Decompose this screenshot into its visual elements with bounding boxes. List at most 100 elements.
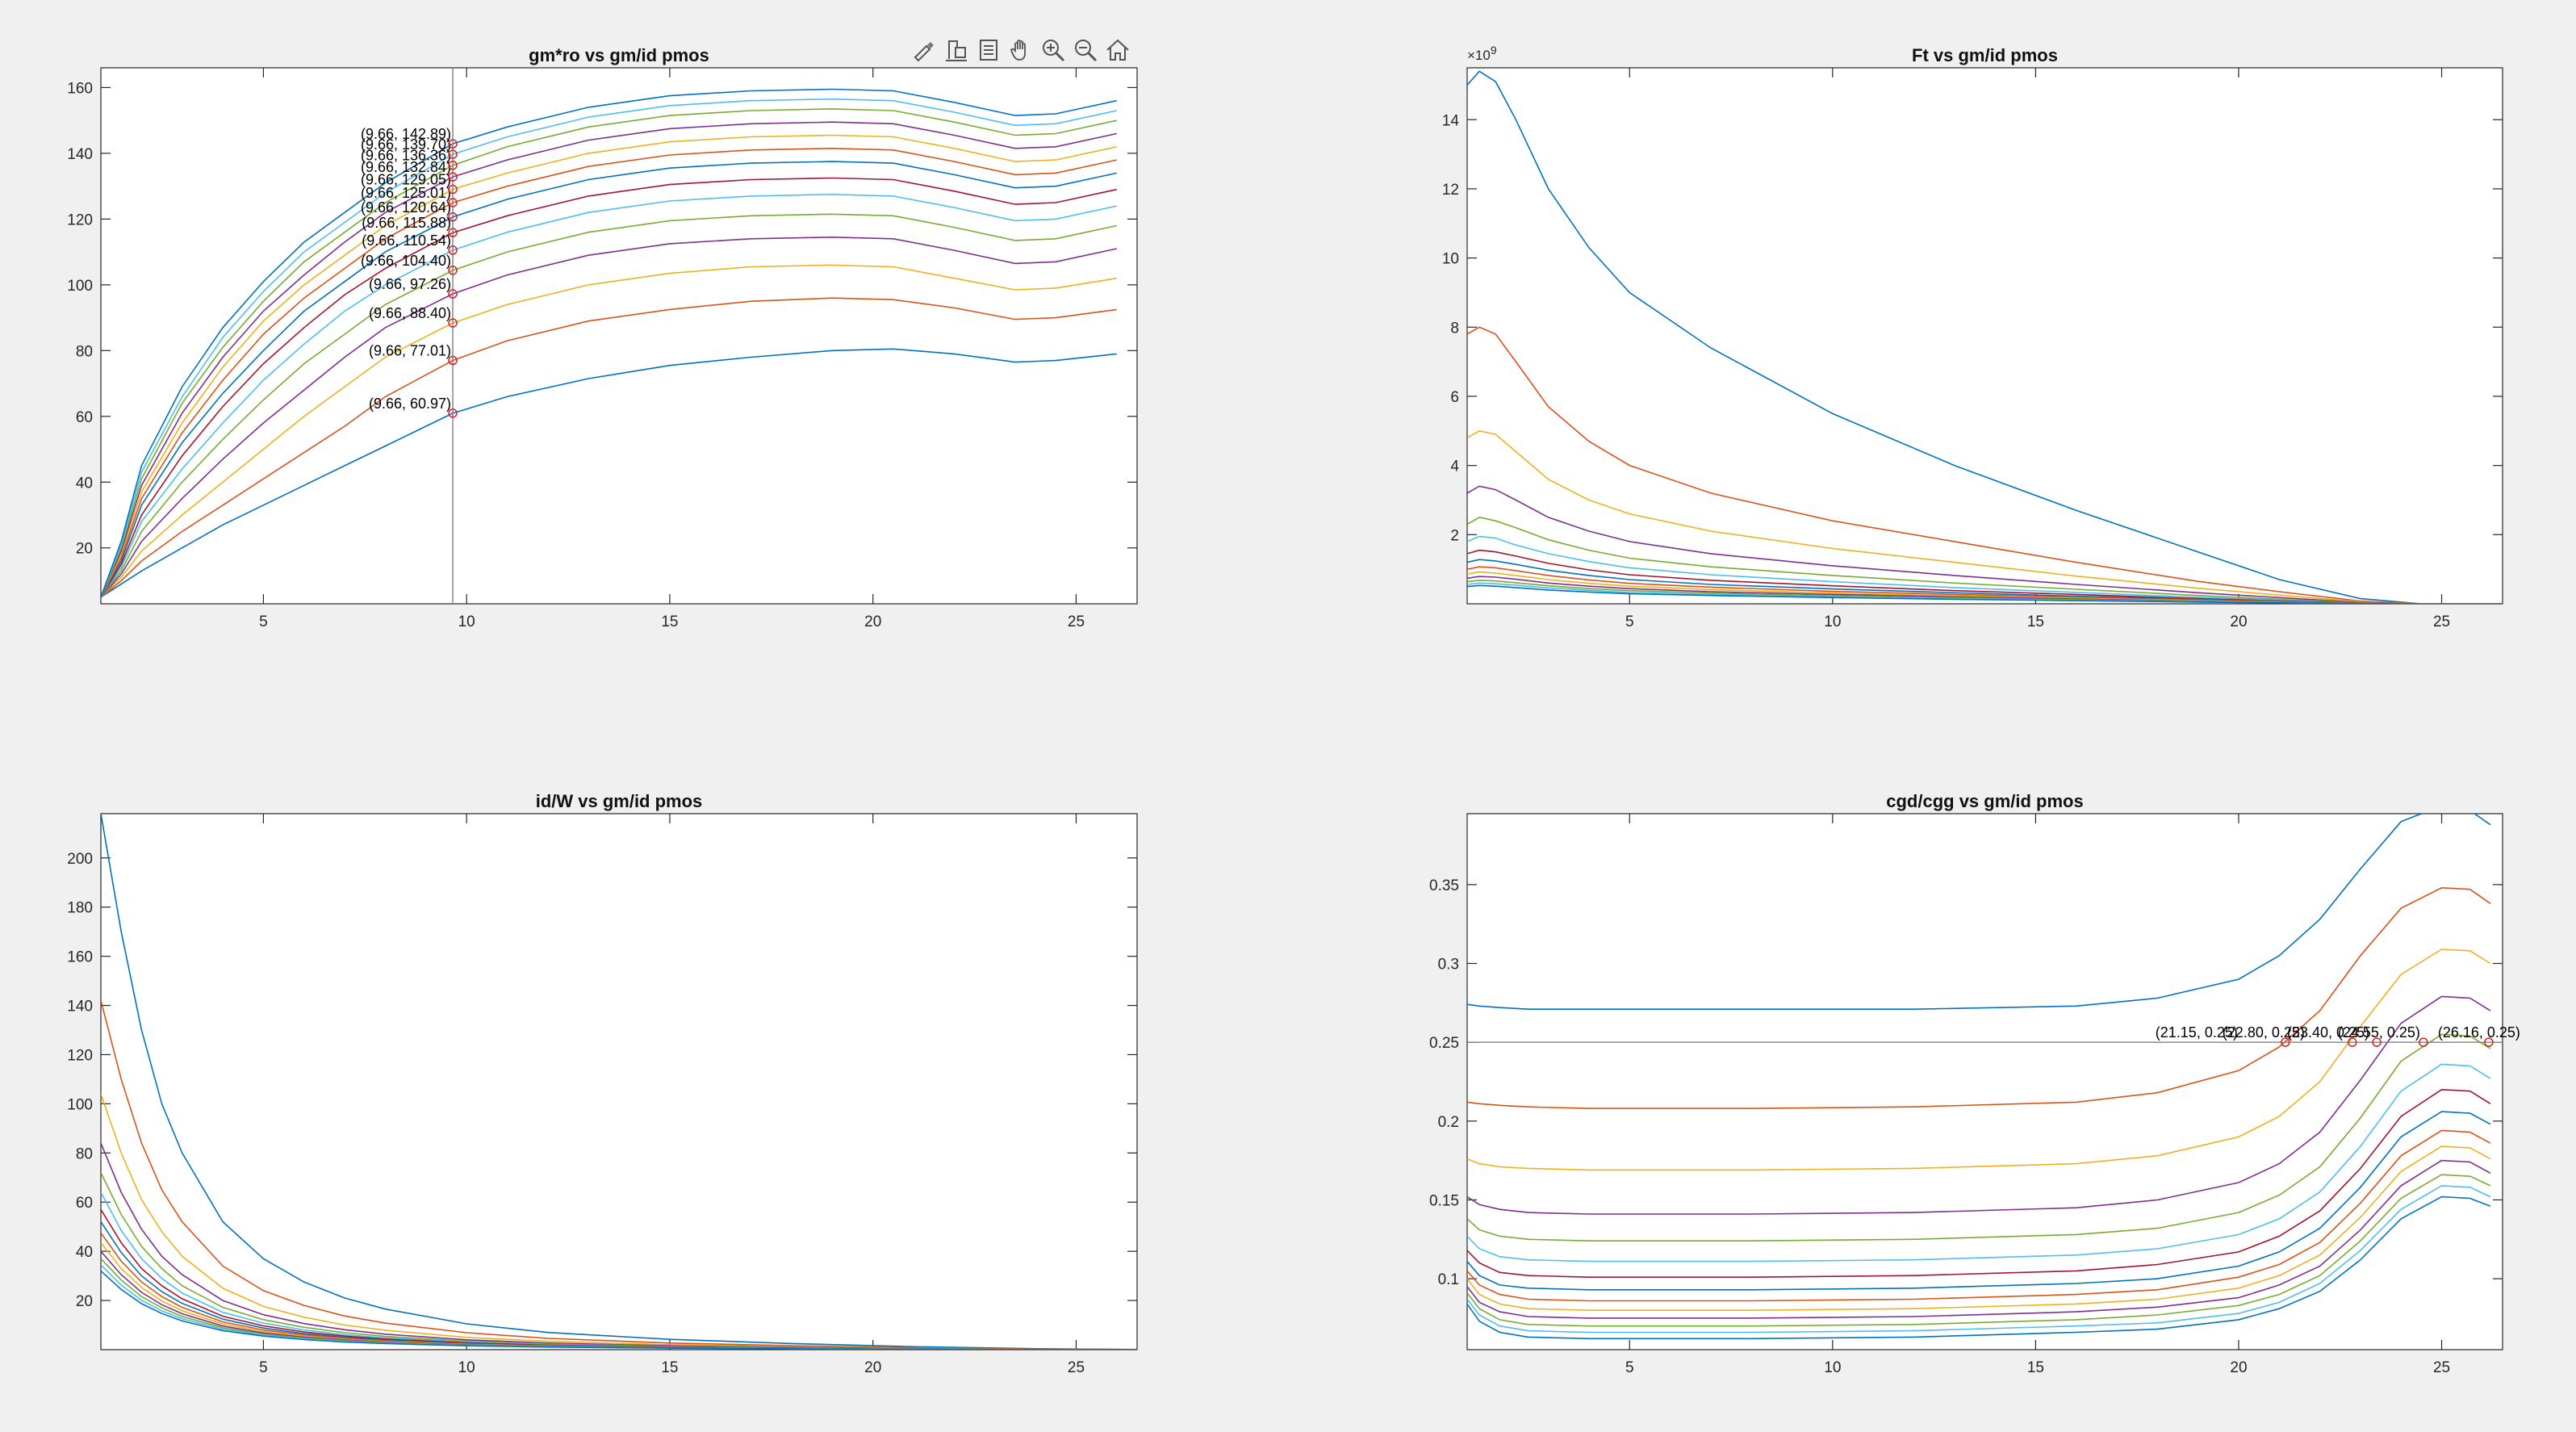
series-line bbox=[101, 213, 1117, 598]
y-tick-label: 100 bbox=[67, 278, 93, 295]
y-tick-label: 40 bbox=[76, 1244, 93, 1261]
datatip-marker bbox=[448, 408, 458, 418]
axes-idw[interactable]: id/W vs gm/id pmos 5 10 15 20 25 20 40 60 80 100 12… bbox=[67, 791, 1138, 1376]
datatip-label: (9.66, 115.88) bbox=[362, 215, 451, 231]
x-tick-label: 25 bbox=[1068, 1359, 1085, 1376]
datatip-marker bbox=[448, 149, 458, 159]
y-tick-label: 0.2 bbox=[1438, 1114, 1459, 1131]
y-tick-label: 10 bbox=[1442, 251, 1459, 268]
y-tick-label: 160 bbox=[67, 80, 93, 97]
y-tick-label: 6 bbox=[1450, 389, 1459, 406]
chart-title: cgd/cgg vs gm/id pmos bbox=[1886, 791, 2083, 811]
chart-title: id/W vs gm/id pmos bbox=[536, 791, 703, 811]
datatip-marker bbox=[448, 228, 458, 237]
datatip-marker bbox=[448, 212, 458, 222]
series-line bbox=[1467, 517, 2503, 604]
y-tick-label: 0.1 bbox=[1438, 1271, 1459, 1288]
chart-title: gm*ro vs gm/id pmos bbox=[529, 45, 709, 65]
y-tick-label: 0.15 bbox=[1429, 1192, 1459, 1209]
series-line bbox=[101, 193, 1117, 598]
x-tick-label: 15 bbox=[2027, 613, 2044, 630]
x-tick-label: 20 bbox=[864, 1359, 881, 1376]
datatip-marker bbox=[2372, 1037, 2382, 1047]
series-line bbox=[1467, 1111, 2491, 1291]
plot-area bbox=[100, 67, 1138, 605]
series-line bbox=[1467, 1195, 2491, 1340]
series-line bbox=[1467, 326, 2503, 604]
x-tick-label: 5 bbox=[259, 613, 268, 630]
series-line bbox=[1467, 1159, 2491, 1319]
series-line bbox=[1467, 948, 2491, 1171]
axis-exponent-power: 9 bbox=[1491, 44, 1497, 57]
data-tips-icon[interactable] bbox=[941, 35, 972, 65]
axes-cgd[interactable]: cgd/cgg vs gm/id pmos 5 10 15 20 25 0.1 0.15 0.2… bbox=[1429, 791, 2520, 1376]
datatip-marker bbox=[448, 198, 458, 207]
datatip-label: (22.80, 0.25) bbox=[2223, 1024, 2305, 1041]
series-line bbox=[1467, 1033, 2491, 1241]
series-line bbox=[101, 264, 1117, 598]
x-tick-label: 10 bbox=[458, 613, 475, 630]
axes-gmro[interactable]: gm*ro vs gm/id pmos 5 10 15 20 25 20 40 60 80 100 1… bbox=[67, 45, 1138, 630]
plot-area bbox=[100, 813, 1138, 1350]
series-line bbox=[1467, 1063, 2491, 1262]
y-tick-label: 20 bbox=[76, 1293, 93, 1310]
series-line bbox=[101, 1000, 1137, 1350]
y-tick-label: 120 bbox=[67, 1047, 93, 1064]
series-line bbox=[1467, 814, 2491, 1010]
series-line bbox=[101, 108, 1117, 598]
series-line bbox=[1467, 485, 2503, 604]
x-tick-label: 20 bbox=[2230, 1359, 2247, 1376]
datatip-marker bbox=[2281, 1037, 2290, 1047]
y-tick-label: 60 bbox=[76, 409, 93, 426]
series-line bbox=[101, 1270, 1137, 1350]
x-tick-label: 10 bbox=[1824, 1359, 1841, 1376]
series-line bbox=[101, 236, 1117, 598]
y-tick-label: 2 bbox=[1450, 527, 1459, 544]
x-tick-label: 15 bbox=[2027, 1359, 2044, 1376]
y-tick-label: 140 bbox=[67, 999, 93, 1015]
series-line bbox=[1467, 886, 2491, 1109]
y-tick-label: 140 bbox=[67, 146, 93, 163]
series-line bbox=[1467, 995, 2491, 1215]
plot-area bbox=[1466, 813, 2503, 1350]
x-tick-label: 5 bbox=[1625, 613, 1634, 630]
legend-toggle-icon[interactable] bbox=[973, 35, 1004, 65]
y-tick-label: 14 bbox=[1442, 112, 1460, 129]
pan-hand-icon[interactable] bbox=[1006, 35, 1036, 65]
brush-edit-icon[interactable] bbox=[909, 35, 939, 65]
datatip-marker bbox=[448, 172, 458, 182]
series-line bbox=[1467, 584, 2503, 604]
datatip-marker bbox=[448, 184, 458, 195]
datatip-marker bbox=[448, 266, 458, 275]
series-line bbox=[1467, 429, 2503, 604]
y-tick-label: 60 bbox=[76, 1195, 93, 1212]
y-tick-label: 120 bbox=[67, 211, 93, 228]
y-tick-label: 200 bbox=[67, 851, 93, 868]
zoom-in-icon[interactable] bbox=[1038, 35, 1068, 65]
datatip-marker bbox=[448, 245, 458, 255]
series-line bbox=[1467, 1088, 2491, 1278]
series-line bbox=[1467, 70, 2503, 604]
datatip-marker bbox=[448, 160, 458, 170]
series-line bbox=[101, 121, 1117, 598]
datatip-label: (9.66, 136.36) bbox=[361, 148, 451, 164]
y-tick-label: 80 bbox=[76, 343, 93, 360]
series-line bbox=[101, 177, 1117, 598]
datatip-label: (9.66, 97.26) bbox=[369, 276, 451, 292]
datatip-marker bbox=[448, 318, 458, 328]
datatip-label: (9.66, 129.05) bbox=[361, 172, 451, 188]
datatip-label: (9.66, 132.84) bbox=[361, 159, 451, 175]
datatip-label: (24.55, 0.25) bbox=[2338, 1024, 2420, 1041]
zoom-out-icon[interactable] bbox=[1070, 35, 1101, 65]
series-line bbox=[1467, 1185, 2491, 1334]
x-tick-label: 20 bbox=[2230, 613, 2247, 630]
datatip-marker bbox=[2419, 1037, 2428, 1047]
chart-title: Ft vs gm/id pmos bbox=[1912, 45, 2058, 65]
datatip-marker bbox=[448, 289, 458, 299]
x-tick-label: 25 bbox=[2433, 1359, 2450, 1376]
datatip-label: (9.66, 77.01) bbox=[369, 343, 451, 359]
restore-home-icon[interactable] bbox=[1102, 35, 1133, 65]
series-line bbox=[101, 147, 1117, 598]
series-group bbox=[1467, 70, 2503, 604]
